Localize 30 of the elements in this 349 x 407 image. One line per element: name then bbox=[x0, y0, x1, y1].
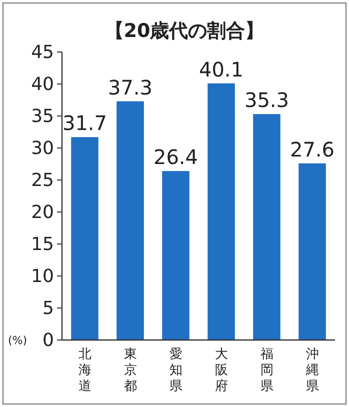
bar bbox=[253, 114, 280, 340]
bar bbox=[162, 171, 190, 340]
x-tick-label: 福岡県 bbox=[260, 347, 274, 394]
x-tick-label: 北海道 bbox=[78, 347, 92, 394]
x-tick-label: 沖縄県 bbox=[304, 347, 319, 394]
bar bbox=[116, 101, 144, 340]
chart-title: 【20歳代の割合】 bbox=[104, 20, 264, 42]
y-tick-label: 10 bbox=[31, 266, 54, 287]
x-tick-label: 愛知県 bbox=[169, 347, 182, 394]
y-tick-label: 15 bbox=[31, 234, 54, 255]
data-label: 40.1 bbox=[198, 57, 244, 82]
y-tick-label: 25 bbox=[31, 170, 54, 191]
data-label: 27.6 bbox=[290, 137, 335, 162]
bar bbox=[208, 83, 235, 340]
bar bbox=[298, 163, 326, 340]
data-label: 26.4 bbox=[153, 145, 198, 170]
data-label: 31.7 bbox=[62, 111, 108, 136]
x-tick-label: 大阪府 bbox=[214, 347, 228, 394]
y-tick-label: 30 bbox=[31, 138, 54, 159]
data-label: 35.3 bbox=[244, 88, 290, 112]
y-tick-label: 20 bbox=[31, 202, 54, 223]
y-tick-label: 35 bbox=[31, 106, 54, 127]
y-tick-label: 5 bbox=[42, 298, 54, 319]
data-label: 37.3 bbox=[108, 75, 153, 100]
x-tick-label: 東京都 bbox=[124, 347, 137, 394]
y-tick-label: 45 bbox=[31, 42, 54, 63]
y-tick-label: 40 bbox=[31, 74, 54, 95]
y-tick-label: 0 bbox=[42, 330, 54, 351]
bar bbox=[71, 137, 98, 340]
y-axis-title: (%) bbox=[8, 334, 28, 347]
